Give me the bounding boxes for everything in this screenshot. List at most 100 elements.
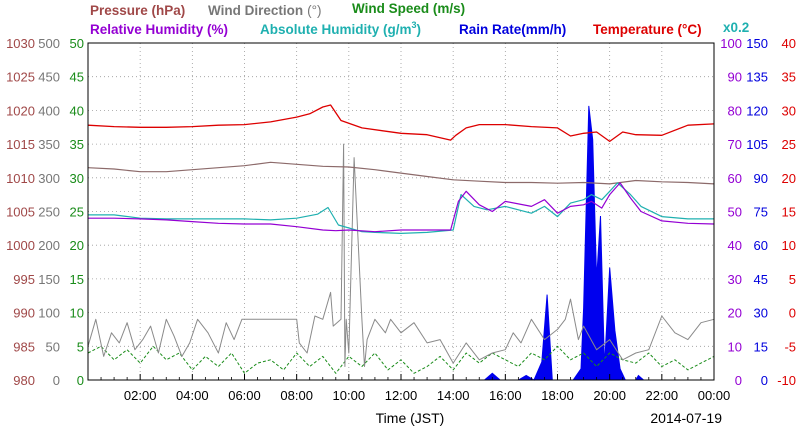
y-tick-rain: 90 xyxy=(754,171,768,186)
y-tick-wind-dir: 500 xyxy=(38,36,60,51)
legend-wind-direction-unit: (°) xyxy=(307,3,321,18)
y-tick-wind-speed: 5 xyxy=(77,339,84,354)
y-tick-pressure: 1030 xyxy=(6,36,35,51)
y-tick-rain: 120 xyxy=(746,103,768,118)
legend-absolute-humidity-sup: 3 xyxy=(412,20,417,30)
legend-pressure-label: Pressure (hPa) xyxy=(90,3,185,18)
y-tick-rh: 20 xyxy=(728,306,742,321)
y-tick-pressure: 980 xyxy=(13,373,35,388)
y-tick-rh: 50 xyxy=(728,205,742,220)
legend-wind-speed: Wind Speed (m/s) xyxy=(352,1,465,16)
y-tick-temp: 10 xyxy=(782,238,796,253)
y-tick-rain: 45 xyxy=(754,272,768,287)
x-tick-label: 14:00 xyxy=(437,388,470,403)
x-tick-label: 18:00 xyxy=(541,388,574,403)
y-tick-pressure: 1020 xyxy=(6,103,35,118)
series-rain-rate-mm-h xyxy=(88,105,714,381)
y-tick-wind-dir: 400 xyxy=(38,103,60,118)
legend-absolute-humidity: Absolute Humidity (g/m3) xyxy=(260,20,421,37)
y-tick-pressure: 985 xyxy=(13,339,35,354)
legend-rain-rate: Rain Rate(mm/h) xyxy=(459,22,566,37)
y-tick-rh: 90 xyxy=(728,70,742,85)
y-tick-temp: -5 xyxy=(784,339,796,354)
y-tick-wind-speed: 0 xyxy=(77,373,84,388)
x-tick-label: 02:00 xyxy=(124,388,157,403)
y-tick-pressure: 1010 xyxy=(6,171,35,186)
y-tick-temp: 0 xyxy=(789,306,796,321)
y-tick-wind-speed: 15 xyxy=(70,272,84,287)
tick-labels: 1030102510201015101010051000995990985980… xyxy=(6,36,796,388)
series-absolute-humidity xyxy=(88,182,714,234)
y-tick-wind-speed: 50 xyxy=(70,36,84,51)
series-temperature-c xyxy=(87,104,715,143)
x-tick-label: 06:00 xyxy=(228,388,261,403)
x-tick-label: 10:00 xyxy=(333,388,366,403)
y-tick-rh: 10 xyxy=(728,339,742,354)
y-tick-wind-speed: 40 xyxy=(70,103,84,118)
y-tick-temp: 5 xyxy=(789,272,796,287)
x-tick-label: 16:00 xyxy=(489,388,522,403)
y-tick-wind-dir: 200 xyxy=(38,238,60,253)
x-ticks: 02:00 04:00 06:00 08:00 10:00 12:00 14:00 16:00… xyxy=(100,374,731,403)
y-tick-wind-speed: 30 xyxy=(70,171,84,186)
y-tick-wind-dir: 450 xyxy=(38,70,60,85)
y-tick-temp: 40 xyxy=(782,36,796,51)
y-tick-rain: 105 xyxy=(746,137,768,152)
x-axis-label: Time (JST) xyxy=(376,410,445,426)
y-tick-wind-dir: 50 xyxy=(46,339,60,354)
series-relative-humidity xyxy=(88,182,715,233)
y-tick-rain: 150 xyxy=(746,36,768,51)
y-tick-rain: 15 xyxy=(754,339,768,354)
y-tick-rh: 80 xyxy=(728,103,742,118)
legend-wind-direction-label: Wind Direction xyxy=(208,3,303,18)
legend-wind-direction: Wind Direction (°) xyxy=(208,3,322,18)
y-tick-pressure: 995 xyxy=(13,272,35,287)
y-tick-rh: 0 xyxy=(735,373,742,388)
x-tick-label: 04:00 xyxy=(176,388,209,403)
y-tick-wind-speed: 20 xyxy=(70,238,84,253)
y-tick-wind-dir: 250 xyxy=(38,205,60,220)
series-wind-speed-m-s xyxy=(87,345,715,374)
y-tick-rh: 60 xyxy=(728,171,742,186)
date-label: 2014-07-19 xyxy=(650,410,722,426)
y-tick-pressure: 1025 xyxy=(6,70,35,85)
legend: Pressure (hPa) Wind Direction (°) Wind Sp… xyxy=(90,1,749,37)
legend-absolute-humidity-label: Absolute Humidity (g/m xyxy=(260,22,412,37)
series-layer xyxy=(87,104,715,381)
y-tick-temp: 15 xyxy=(782,205,796,220)
y-tick-temp: 20 xyxy=(782,171,796,186)
legend-relative-humidity-label: Relative Humidity (%) xyxy=(90,22,228,37)
y-tick-temp: 25 xyxy=(782,137,796,152)
x-tick-label: 22:00 xyxy=(646,388,679,403)
y-tick-wind-speed: 45 xyxy=(70,70,84,85)
y-tick-rain: 0 xyxy=(761,373,768,388)
y-tick-wind-dir: 100 xyxy=(38,306,60,321)
y-tick-rain: 60 xyxy=(754,238,768,253)
y-tick-wind-dir: 150 xyxy=(38,272,60,287)
y-tick-rh: 30 xyxy=(728,272,742,287)
legend-absolute-humidity-close: ) xyxy=(417,22,422,37)
y-tick-rh: 100 xyxy=(720,36,742,51)
y-tick-wind-speed: 10 xyxy=(70,306,84,321)
y-tick-wind-dir: 300 xyxy=(38,171,60,186)
y-tick-rain: 135 xyxy=(746,70,768,85)
series-pressure-hpa xyxy=(87,161,715,185)
y-tick-wind-speed: 35 xyxy=(70,137,84,152)
y-tick-wind-dir: 350 xyxy=(38,137,60,152)
rain-scale-note: x0.2 xyxy=(723,20,749,35)
grid xyxy=(88,43,714,380)
y-tick-pressure: 990 xyxy=(13,306,35,321)
y-tick-pressure: 1005 xyxy=(6,205,35,220)
y-tick-rh: 40 xyxy=(728,238,742,253)
y-tick-rh: 70 xyxy=(728,137,742,152)
legend-pressure: Pressure (hPa) xyxy=(90,3,185,18)
legend-relative-humidity: Relative Humidity (%) xyxy=(90,22,228,37)
y-tick-wind-speed: 25 xyxy=(70,205,84,220)
y-tick-rain: 30 xyxy=(754,306,768,321)
y-tick-temp: 30 xyxy=(782,103,796,118)
legend-wind-speed-label: Wind Speed (m/s) xyxy=(352,1,465,16)
y-tick-pressure: 1015 xyxy=(6,137,35,152)
x-tick-label: 00:00 xyxy=(698,388,731,403)
y-tick-wind-dir: 0 xyxy=(53,373,60,388)
